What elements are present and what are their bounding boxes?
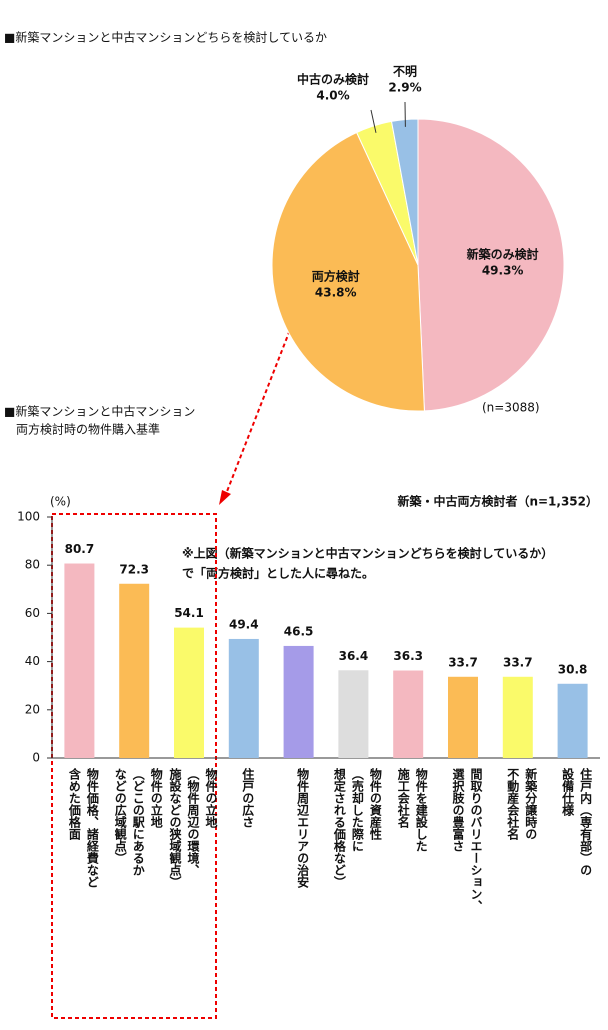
slice-label: 新築のみ検討 [467, 247, 539, 262]
value-label: 36.3 [393, 649, 423, 663]
x-tick-label: 含めた価格面 [67, 767, 81, 841]
x-tick-label: 物件の立地 [204, 767, 218, 829]
value-label: 33.7 [503, 655, 533, 669]
y-tick-label: 40 [25, 654, 40, 668]
x-tick-label: 物件を建設した [414, 767, 428, 852]
value-label: 36.4 [339, 649, 369, 663]
slice-label: 両方検討 [312, 269, 360, 284]
x-tick-label: 物件の資産性 [368, 767, 382, 841]
annotation: ※上図（新築マンションと中古マンションどちらを検討しているか） [182, 546, 553, 561]
x-tick-label: 選択肢の豊富さ [451, 768, 465, 852]
bar [448, 676, 478, 758]
bar-title: 両方検討時の物件購入基準 [16, 422, 160, 437]
pie-slice [417, 118, 565, 412]
x-tick-label: 不動産会社名 [506, 768, 520, 841]
x-tick-label: （売却した際に [350, 768, 364, 852]
y-label: (%) [50, 495, 71, 509]
bar [228, 638, 259, 758]
slice-value: 49.3% [482, 264, 524, 278]
bar [283, 645, 314, 758]
x-tick-label: 施工会社名 [396, 767, 410, 829]
x-tick-label: 施設などの狭域観点） [168, 767, 182, 888]
bar [119, 583, 150, 758]
value-label: 72.3 [119, 562, 149, 576]
pie-slice [390, 118, 419, 266]
arrow-head [219, 490, 231, 505]
bar [502, 676, 533, 758]
bar-title: ■新築マンションと中古マンション [4, 404, 195, 419]
x-tick-label: 間取りのバリエーション、 [469, 768, 483, 912]
x-tick-label: 住戸内（専有部）の [579, 767, 593, 876]
pie-title: ■新築マンションと中古マンションどちらを検討しているか [4, 30, 327, 45]
highlight-box [51, 513, 217, 1019]
y-tick-label: 60 [25, 606, 40, 620]
x-tick-label: （どこの駅にあるか [131, 768, 145, 876]
y-tick-label: 100 [17, 510, 40, 524]
bar [174, 627, 204, 758]
value-label: 54.1 [174, 606, 204, 620]
x-tick-label: 物件価格、諸経費など [85, 767, 99, 888]
value-label: 80.7 [65, 542, 95, 556]
slice-label: 不明 [393, 65, 417, 79]
bar [64, 563, 95, 758]
x-tick-label: 想定される価格など） [332, 767, 346, 888]
value-label: 46.5 [284, 624, 314, 638]
x-tick-label: （物件周辺の環境、 [186, 768, 200, 876]
bar-subtitle: 新築・中古両方検討者（n=1,352） [397, 494, 598, 509]
leader-line [370, 109, 377, 133]
value-label: 30.8 [558, 662, 588, 676]
slice-value: 4.0% [316, 89, 349, 103]
y-tick-label: 0 [32, 751, 40, 765]
slice-value: 2.9% [388, 81, 421, 95]
pie-slice [271, 131, 425, 412]
y-tick-label: 20 [25, 702, 40, 716]
x-tick-label: 物件周辺エリアの治安 [296, 767, 310, 889]
x-tick-label: 住戸の広さ [241, 767, 255, 828]
annotation: で「両方検討」とした人に尋ねた。 [182, 566, 374, 581]
value-label: 33.7 [448, 655, 478, 669]
slice-label: 中古のみ検討 [297, 72, 369, 87]
x-tick-label: 設備仕様 [561, 767, 575, 817]
bar [557, 683, 588, 758]
slice-value: 43.8% [315, 286, 357, 300]
bar [338, 670, 369, 758]
x-tick-label: 物件の立地 [149, 767, 163, 829]
x-tick-label: 新築分譲時の [524, 767, 538, 840]
x-tick-label: などの広域観点） [113, 768, 127, 864]
bar [393, 670, 424, 758]
value-label: 49.4 [229, 617, 259, 631]
y-tick-label: 80 [25, 558, 40, 572]
pie-note: (n=3088) [482, 401, 540, 415]
